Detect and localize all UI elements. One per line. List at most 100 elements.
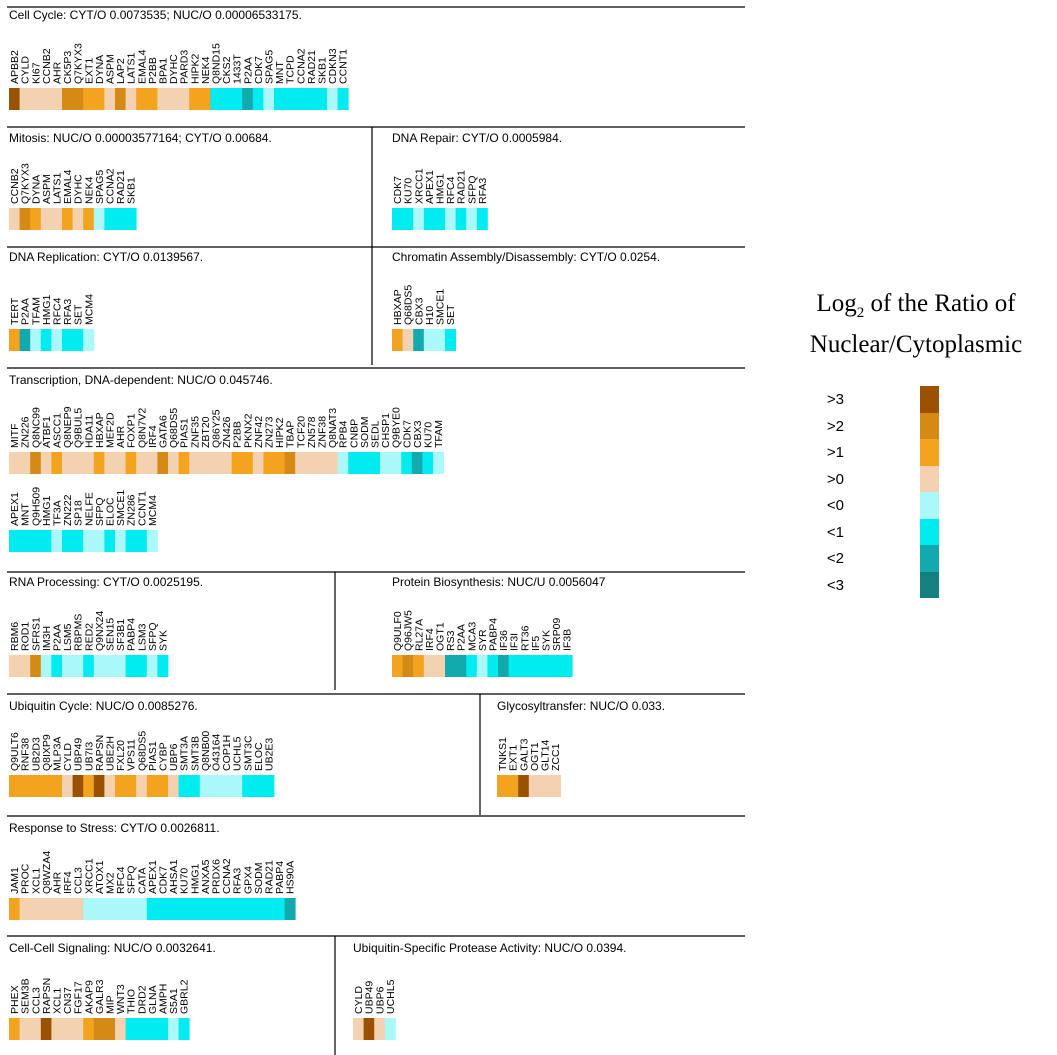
gene-label: DYNA bbox=[30, 175, 42, 204]
panel-title: DNA Replication: CYT/O 0.0139567. bbox=[9, 250, 203, 264]
gene-label: RPB4 bbox=[338, 420, 350, 448]
heatmap-cell bbox=[40, 329, 52, 351]
gene-label: SRP09 bbox=[551, 618, 563, 651]
heatmap-cell bbox=[83, 530, 95, 552]
heatmap-cell bbox=[93, 655, 105, 677]
gene-label: RT36 bbox=[519, 625, 531, 651]
gene-label: APEX1 bbox=[9, 492, 21, 526]
gene-label: LSM5 bbox=[62, 623, 74, 651]
heatmap-cell bbox=[9, 208, 20, 230]
gene-label: IF3I bbox=[509, 633, 521, 651]
gene-label: NEK4 bbox=[83, 176, 95, 204]
heatmap-cell bbox=[540, 655, 552, 677]
heatmap-cell bbox=[411, 452, 423, 474]
heatmap-cell bbox=[295, 88, 307, 110]
heatmap-cell bbox=[423, 655, 435, 677]
gene-label: OGT1 bbox=[529, 742, 541, 771]
gene-label: AHR bbox=[115, 425, 127, 448]
heatmap-cell bbox=[295, 452, 307, 474]
gene-label: MLP3A bbox=[52, 737, 64, 771]
gene-label: KU70 bbox=[403, 178, 415, 204]
gene-label: RNF38 bbox=[20, 738, 32, 771]
heatmap-cell bbox=[363, 1018, 375, 1040]
heatmap-cell bbox=[390, 452, 402, 474]
gene-label: GALR3 bbox=[94, 979, 106, 1014]
heatmap-cell bbox=[157, 898, 169, 920]
gene-label: SET bbox=[445, 304, 457, 325]
heatmap-cell bbox=[402, 208, 414, 230]
heatmap-cell bbox=[157, 88, 169, 110]
gene-label: RS3 bbox=[445, 630, 457, 651]
gene-label: ZNF38 bbox=[317, 416, 329, 448]
gene-label: PRDX6 bbox=[211, 859, 223, 894]
heatmap-cell bbox=[402, 655, 414, 677]
panel-title: Protein Biosynthesis: NUC/U 0.0056047 bbox=[392, 575, 606, 589]
heatmap-cell bbox=[316, 452, 328, 474]
gene-label: EXT1 bbox=[83, 58, 95, 84]
heatmap-cell bbox=[9, 898, 20, 920]
gene-label: MX2 bbox=[105, 872, 117, 894]
heatmap-cell bbox=[539, 775, 551, 797]
heatmap-cell bbox=[455, 655, 467, 677]
panel-title: Cell-Cell Signaling: NUC/O 0.0032641. bbox=[9, 941, 216, 955]
heatmap-cell bbox=[93, 88, 105, 110]
legend-swatch bbox=[920, 465, 939, 492]
gene-label: CATA bbox=[136, 868, 148, 894]
legend-swatch bbox=[920, 518, 939, 545]
gene-label: Q8NEP9 bbox=[62, 406, 74, 448]
gene-label: CDK7 bbox=[401, 420, 413, 448]
gene-label: Q7KYX3 bbox=[73, 43, 85, 84]
gene-label: TNKS1 bbox=[497, 737, 509, 771]
heatmap-cell bbox=[9, 329, 20, 351]
gene-label: AHSA1 bbox=[168, 859, 180, 894]
heatmap-cell bbox=[19, 530, 31, 552]
heatmap-cell bbox=[157, 452, 169, 474]
heatmap-cell bbox=[529, 655, 541, 677]
gene-label: Q8NC99 bbox=[30, 407, 42, 448]
heatmap-cell bbox=[157, 655, 169, 677]
gene-label: HS90A bbox=[285, 861, 297, 894]
heatmap-cell bbox=[72, 530, 84, 552]
gene-label: RAPSN bbox=[94, 735, 106, 771]
heatmap-cell bbox=[19, 898, 31, 920]
gene-label: CCNA2 bbox=[295, 48, 307, 84]
gene-label: SET bbox=[73, 304, 85, 325]
gene-label: Q9ULT6 bbox=[9, 732, 21, 771]
gene-label: PHEX bbox=[9, 985, 21, 1014]
legend-title: Log2 of the Ratio of Nuclear/Cytoplasmic bbox=[775, 288, 1057, 361]
legend-swatch bbox=[920, 386, 939, 413]
heatmap-cell bbox=[125, 208, 137, 230]
gene-label: RAPSN bbox=[41, 978, 53, 1014]
heatmap-cell bbox=[178, 1018, 190, 1040]
heatmap-cell bbox=[423, 208, 435, 230]
gene-label: DRD2 bbox=[136, 985, 148, 1014]
gene-label: NEK4 bbox=[200, 56, 212, 84]
heatmap-cell bbox=[115, 208, 126, 230]
gene-label: Q96JW5 bbox=[403, 610, 415, 651]
gene-label: P2AA bbox=[456, 624, 468, 651]
gene-label: CKS2 bbox=[221, 56, 233, 84]
gene-label: UBP49 bbox=[364, 981, 376, 1014]
heatmap-cell bbox=[178, 452, 190, 474]
gene-label: KU70 bbox=[179, 868, 191, 894]
heatmap-cell bbox=[93, 530, 105, 552]
gene-label: Q8NAT3 bbox=[327, 408, 339, 448]
gene-label: OGT1 bbox=[435, 622, 447, 651]
gene-label: ASCC1 bbox=[52, 413, 64, 448]
gene-label: AKAP9 bbox=[83, 980, 95, 1014]
heatmap-cell bbox=[146, 898, 158, 920]
heatmap-cell bbox=[19, 655, 31, 677]
panel-title: DNA Repair: CYT/O 0.0005984. bbox=[392, 131, 562, 145]
heatmap-cell bbox=[83, 88, 95, 110]
heatmap-cell bbox=[263, 898, 275, 920]
gene-label: SP18 bbox=[73, 500, 85, 526]
heatmap-cell bbox=[83, 898, 95, 920]
heatmap-cell bbox=[413, 208, 425, 230]
heatmap-cell bbox=[189, 452, 201, 474]
heatmap-cell bbox=[136, 775, 148, 797]
gene-label: CCNB2 bbox=[9, 168, 21, 204]
heatmap-cell bbox=[72, 208, 84, 230]
heatmap-cell bbox=[136, 655, 148, 677]
heatmap-cell bbox=[168, 775, 179, 797]
heatmap-cell bbox=[284, 452, 296, 474]
